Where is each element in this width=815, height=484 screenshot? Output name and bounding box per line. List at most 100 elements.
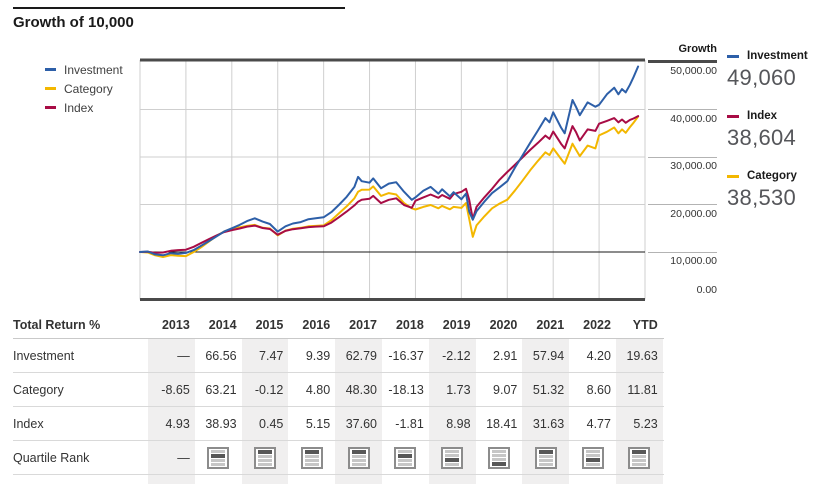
legend-item-category: Category: [45, 79, 123, 98]
table-cell: 57.94: [522, 339, 570, 372]
total-return-table: Total Return % 2013 2014 2015 2016 2017 2018 20…: [13, 312, 664, 484]
quartile-bar: [491, 457, 506, 461]
table-cell: —: [148, 339, 195, 372]
table-cell: 62.79: [335, 339, 382, 372]
table-header-row: Total Return % 2013 2014 2015 2016 2017 2018 20…: [13, 312, 664, 339]
table-cell: -2.12: [428, 339, 476, 372]
index-dash-icon: [45, 106, 56, 109]
table-cell: 48.30: [335, 373, 382, 406]
quartile-selected-bar: [257, 449, 272, 454]
quartile-cell: [195, 441, 242, 474]
table-cell: 66.56: [205, 348, 237, 363]
quartile-cell: [522, 441, 570, 474]
table-cell: 8.98: [428, 407, 476, 440]
column-header-2013: 2013: [161, 318, 190, 332]
table-cell: [241, 475, 289, 484]
table-cell: -0.12: [241, 373, 289, 406]
table-cell: 1.73: [428, 373, 476, 406]
category-final-value: 38,530: [727, 185, 797, 210]
column-header-2015: 2015: [255, 318, 284, 332]
y-axis-title: Growth: [678, 43, 718, 55]
quartile-cell: [288, 441, 335, 474]
quartile-bar: [491, 453, 506, 457]
summary-label: Investment: [727, 50, 813, 62]
quartile-bar: [538, 454, 553, 458]
quartile-1-icon: [300, 446, 323, 469]
y-tick-label: 20,000.00: [670, 207, 717, 220]
y-tick-line: [648, 204, 717, 205]
y-tick-line: [648, 251, 717, 253]
table-row-investment: Investment — 66.56 7.47 9.39 62.79 -16.37 -2.12…: [13, 339, 664, 373]
quartile-selected-bar: [351, 449, 366, 454]
y-tick-label: 0.00: [696, 283, 717, 296]
table-cell: [382, 475, 429, 484]
index-final-value: 38,604: [727, 125, 797, 150]
quartile-selected-bar: [445, 457, 460, 462]
legend-label: Index: [64, 100, 94, 115]
quartile-bar: [398, 462, 413, 466]
column-header-2017: 2017: [349, 318, 377, 332]
table-cell: [476, 475, 523, 484]
quartile-bar: [257, 454, 272, 458]
series-line-index: [139, 115, 640, 254]
quartile-cell: [382, 441, 429, 474]
quartile-selected-bar: [538, 449, 553, 454]
quartile-bar: [538, 458, 553, 462]
quartile-bar: [211, 462, 226, 466]
quartile-bar: [257, 462, 272, 466]
quartile-2-icon: [207, 446, 230, 469]
quartile-bar: [445, 453, 460, 457]
quartile-3-icon: [441, 446, 464, 469]
column-header-2016: 2016: [302, 318, 331, 332]
quartile-bar: [445, 462, 460, 466]
quartile-bar: [632, 458, 647, 462]
quartile-1-icon: [347, 446, 370, 469]
table-cell: [335, 475, 382, 484]
quartile-bar: [351, 462, 366, 466]
table-cell: [615, 475, 663, 484]
summary-index: Index 38,604: [727, 110, 813, 151]
table-cell: -16.37: [388, 348, 424, 363]
table-cell: 5.23: [615, 407, 663, 440]
table-header-label: Total Return %: [13, 318, 101, 332]
table-row-quartile-rank: Quartile Rank —: [13, 441, 664, 475]
quartile-selected-bar: [211, 453, 226, 458]
quartile-cell: [335, 441, 382, 474]
y-tick-label: 40,000.00: [670, 112, 717, 125]
quartile-bar: [585, 462, 600, 466]
row-label: Category: [13, 382, 64, 397]
table-cell: [428, 475, 476, 484]
table-cell: 2.91: [493, 348, 518, 363]
column-header-2022: 2022: [583, 318, 611, 332]
table-cell: 11.81: [615, 373, 663, 406]
table-cell: 63.21: [205, 382, 237, 397]
column-header-2014: 2014: [208, 318, 237, 332]
quartile-1-icon: [628, 446, 651, 469]
quartile-bar: [211, 449, 226, 453]
quartile-bar: [398, 449, 413, 453]
quartile-selected-bar: [398, 453, 413, 458]
quartile-bar: [632, 454, 647, 458]
legend-item-investment: Investment: [45, 60, 123, 79]
category-dash-icon: [45, 87, 56, 90]
quartile-selected-bar: [491, 461, 506, 466]
quartile-1-icon: [534, 446, 557, 469]
table-cell: -8.65: [148, 373, 195, 406]
quartile-selected-bar: [304, 449, 319, 454]
table-cell: 0.45: [241, 407, 289, 440]
investment-dash-icon: [727, 54, 739, 58]
table-cell: [569, 475, 616, 484]
quartile-4-icon: [487, 446, 510, 469]
series-line-category: [139, 115, 640, 258]
table-cell: 9.07: [493, 382, 518, 397]
summary-investment: Investment 49,060: [727, 50, 813, 91]
table-cell: 4.20: [586, 348, 611, 363]
table-cell: 37.60: [335, 407, 382, 440]
quartile-bar: [632, 462, 647, 466]
title-rule: [13, 7, 345, 9]
index-dash-icon: [727, 114, 739, 118]
table-cell: 4.93: [148, 407, 195, 440]
table-cell: -18.13: [388, 382, 424, 397]
chart-legend: Investment Category Index: [45, 60, 123, 117]
